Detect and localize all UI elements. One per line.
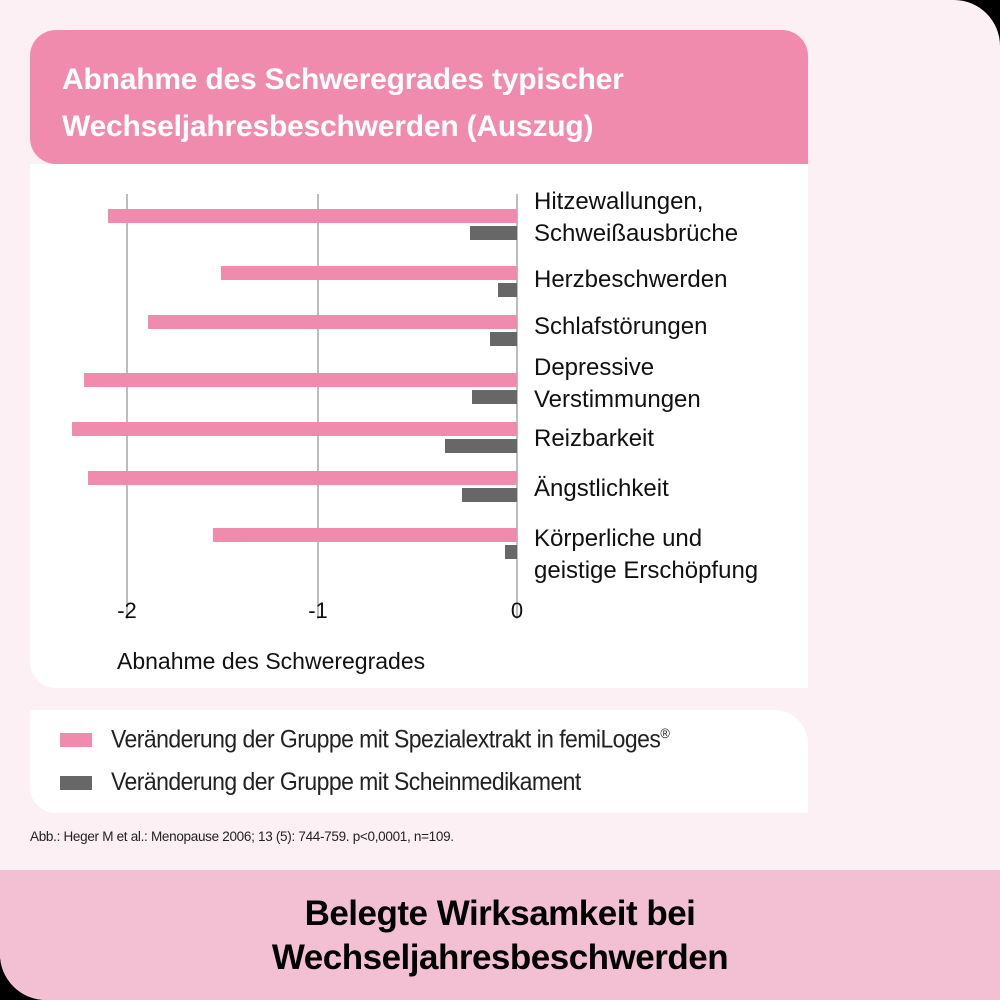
footer-line-2: Wechseljahresbeschwerden: [271, 938, 729, 977]
x-tick-minus-1: -1: [308, 598, 328, 623]
bar-placebo-2: [497, 283, 517, 297]
bar-placebo-4: [472, 390, 517, 404]
category-label-line: Verstimmungen: [534, 386, 701, 413]
bar-femiloges-2: [220, 266, 517, 280]
gridline-minus-2: [126, 194, 128, 619]
chart-title-line-2: Wechseljahresbeschwerden (Auszug): [62, 110, 594, 143]
bar-femiloges-6: [88, 471, 517, 485]
gray-swatch-icon: [60, 775, 92, 790]
legend-label: Veränderung der Gruppe mit Spezialextrak…: [111, 725, 670, 754]
bar-placebo-6: [462, 488, 517, 502]
bar-placebo-3: [489, 332, 517, 346]
legend-item-placebo: Veränderung der Gruppe mit Scheinmedikam…: [60, 768, 622, 797]
bar-placebo-1: [470, 226, 517, 240]
category-label-herzbeschwerden: Herzbeschwerden: [534, 266, 728, 293]
bar-femiloges-4: [84, 373, 517, 387]
bar-femiloges-7: [212, 528, 517, 542]
legend-panel: Veränderung der Gruppe mit Spezialextrak…: [30, 710, 808, 813]
category-label-line: geistige Erschöpfung: [534, 557, 759, 584]
chart-title-banner: Abnahme des Schweregrades typischer Wech…: [30, 30, 808, 164]
footer-line-1: Belegte Wirksamkeit bei: [304, 894, 696, 933]
registered-mark: ®: [660, 725, 670, 741]
category-label-aengstlichkeit: Ängstlichkeit: [534, 475, 669, 502]
category-label-line: Körperliche und: [534, 525, 703, 552]
bar-femiloges-1: [107, 209, 517, 223]
x-tick-minus-2: -2: [117, 598, 137, 623]
chart-title-line-1: Abnahme des Schweregrades typischer: [62, 63, 624, 96]
bar-placebo-7: [505, 545, 517, 559]
category-label-schlafstoerungen: Schlafstörungen: [534, 313, 708, 340]
source-citation: Abb.: Heger M et al.: Menopause 2006; 13…: [30, 829, 454, 844]
category-label-line: Depressive: [534, 354, 655, 381]
category-label-reizbarkeit: Reizbarkeit: [534, 425, 655, 452]
legend-item-femiloges: Veränderung der Gruppe mit Spezialextrak…: [60, 725, 718, 754]
category-label-koerperliche-erschoepfung: Körperliche und geistige Erschöpfung: [534, 523, 758, 587]
category-label-depressive-verstimmungen: Depressive Verstimmungen: [534, 352, 701, 416]
category-label-line: Schweißausbrüche: [534, 220, 739, 247]
category-label-hitzewallungen: Hitzewallungen, Schweißausbrüche: [534, 186, 738, 250]
bar-chart-plot: [30, 164, 808, 688]
bar-femiloges-5: [72, 422, 517, 436]
bar-femiloges-3: [148, 315, 517, 329]
legend-label-text: Veränderung der Gruppe mit Spezialextrak…: [111, 725, 661, 754]
x-axis-label: Abnahme des Schweregrades: [117, 648, 426, 674]
x-tick-0: 0: [510, 598, 524, 623]
pink-swatch-icon: [60, 732, 92, 747]
legend-label: Veränderung der Gruppe mit Scheinmedikam…: [111, 768, 581, 796]
axis-zero-line: [516, 194, 518, 619]
gridline-minus-1: [317, 194, 319, 619]
footer-banner: Belegte Wirksamkeit bei Wechseljahresbes…: [0, 870, 1000, 1000]
category-label-line: Hitzewallungen,: [534, 188, 704, 215]
bar-placebo-5: [444, 439, 517, 453]
chart-panel: -2 -1 0 Abnahme des Schweregrades Hitzew…: [30, 164, 808, 688]
